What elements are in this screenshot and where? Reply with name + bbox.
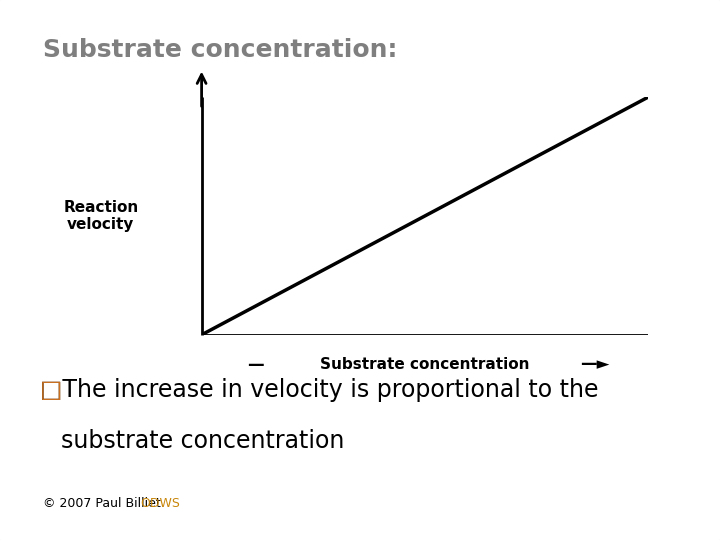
- Text: Substrate concentration:: Substrate concentration:: [43, 38, 397, 62]
- Text: Reaction
velocity: Reaction velocity: [63, 200, 138, 232]
- Text: Substrate concentration: Substrate concentration: [320, 357, 529, 372]
- Text: □The increase in velocity is proportional to the: □The increase in velocity is proportiona…: [40, 378, 598, 402]
- Text: substrate concentration: substrate concentration: [61, 429, 345, 453]
- Text: ODWS: ODWS: [140, 497, 180, 510]
- Text: —: —: [247, 355, 264, 374]
- Text: □: □: [40, 378, 62, 402]
- Text: □: □: [40, 378, 62, 402]
- Text: © 2007 Paul Billiet: © 2007 Paul Billiet: [43, 497, 165, 510]
- Text: —►: —►: [580, 355, 609, 374]
